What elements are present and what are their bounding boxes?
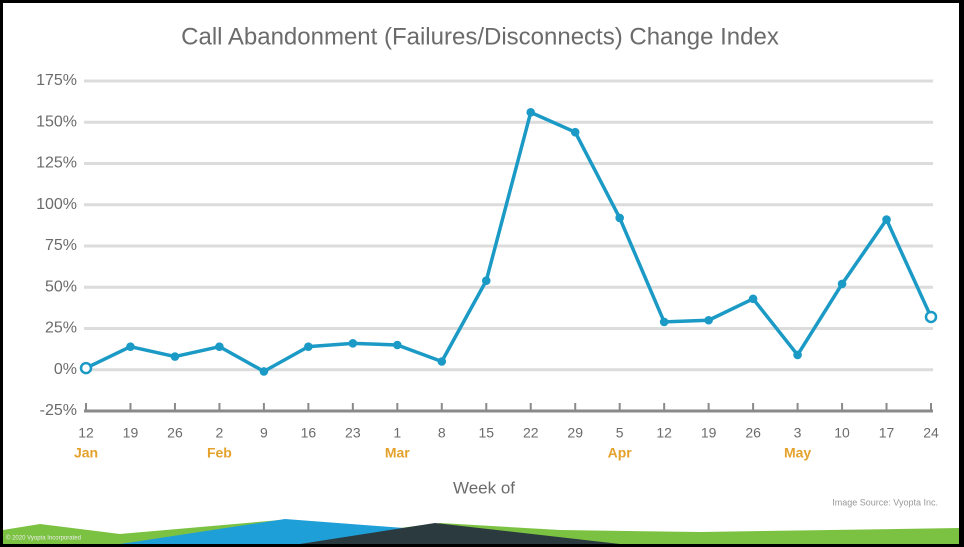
decoration [300, 523, 620, 544]
copyright: © 2020 Vyopta Incorporated [6, 535, 81, 542]
x-axis-label: Week of [453, 478, 515, 497]
background [3, 3, 959, 544]
data-point [437, 357, 447, 366]
data-point [348, 339, 358, 348]
x-tick-label: 22 [523, 425, 539, 441]
month-label: May [784, 445, 811, 461]
data-point [393, 340, 402, 350]
data-point [570, 127, 580, 137]
y-tick-label: 25% [45, 320, 77, 337]
x-tick-label: 26 [745, 425, 761, 441]
y-tick-label: 125% [36, 155, 77, 172]
x-tick-label: 2 [216, 425, 224, 441]
y-tick-label: 100% [36, 196, 77, 213]
x-tick-label: 9 [260, 425, 268, 441]
x-tick-label: 8 [438, 425, 446, 441]
y-tick-label: 0% [54, 361, 77, 378]
data-point [615, 213, 624, 223]
month-label: Jan [74, 445, 98, 461]
x-tick-label: 23 [345, 425, 361, 441]
data-point [924, 310, 938, 324]
x-tick-label: 16 [301, 425, 317, 441]
y-tick-label: -25% [40, 402, 77, 419]
chart-title: Call Abandonment (Failures/Disconnects) … [181, 23, 779, 50]
x-tick-label: 17 [879, 425, 895, 441]
data-point [215, 342, 224, 351]
data-point [481, 276, 491, 285]
data-point [837, 279, 847, 289]
x-tick-label: 3 [794, 425, 802, 441]
y-tick-label: 175% [36, 72, 77, 89]
y-tick-label: 75% [45, 237, 77, 254]
x-tick-label: 24 [923, 425, 939, 441]
source-note: Image Source: Vyopta Inc. [832, 497, 938, 507]
y-tick-label: 50% [45, 278, 77, 295]
x-tick-label: 19 [123, 425, 139, 441]
data-point [526, 108, 536, 117]
x-tick-label: 26 [167, 425, 183, 441]
x-tick-label: 19 [701, 425, 717, 441]
y-tick-label: 150% [36, 113, 77, 130]
x-tick-label: 5 [616, 425, 624, 441]
data-point [659, 317, 669, 327]
x-tick-label: 12 [78, 425, 94, 441]
x-tick-label: 15 [478, 425, 494, 441]
data-point [882, 215, 891, 224]
data-point [79, 361, 93, 375]
data-point [704, 315, 713, 325]
data-line [85, 110, 933, 374]
data-point [304, 342, 313, 351]
x-tick-label: 10 [834, 425, 850, 441]
x-tick-label: 29 [567, 425, 583, 441]
data-point [126, 342, 135, 351]
data-point [170, 352, 180, 361]
data-point [259, 367, 269, 376]
month-label: Mar [385, 445, 410, 461]
month-label: Feb [207, 445, 232, 461]
x-tick-label: 12 [656, 425, 672, 441]
x-tick-label: 1 [393, 425, 401, 441]
data-point [748, 294, 758, 304]
month-label: Apr [608, 445, 633, 461]
data-point [793, 350, 802, 360]
